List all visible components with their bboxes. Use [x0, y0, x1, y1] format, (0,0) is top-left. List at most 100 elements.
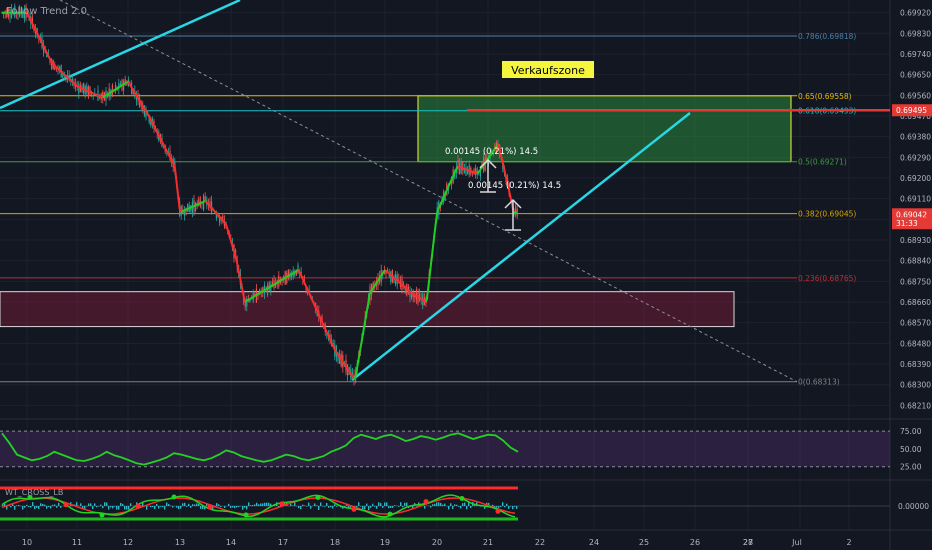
candle-body: [462, 161, 464, 171]
follow-trend-segment: [332, 345, 336, 351]
follow-trend-segment: [102, 95, 105, 99]
wt-histogram-bar: [502, 502, 504, 506]
wt-histogram-bar: [152, 506, 154, 508]
follow-trend-segment: [340, 358, 344, 363]
follow-trend-segment: [345, 366, 349, 370]
follow-trend-segment: [124, 81, 128, 85]
wt-histogram-bar: [256, 502, 258, 506]
wt-histogram-bar: [56, 506, 58, 508]
wt-histogram-bar: [6, 506, 8, 510]
candle-body: [283, 275, 285, 279]
follow-trend-segment: [242, 295, 247, 303]
follow-trend-segment: [137, 97, 141, 102]
follow-trend-segment: [89, 91, 93, 94]
wt-histogram-bar: [346, 504, 348, 506]
follow-trend-segment: [271, 283, 275, 287]
wt-histogram-bar: [100, 504, 102, 506]
wt-histogram-bar: [22, 506, 24, 510]
candle-body: [95, 95, 97, 97]
wt-cross-dot: [495, 508, 501, 514]
follow-trend-segment: [378, 275, 383, 279]
wt-histogram-bar: [510, 506, 512, 507]
wt-histogram-bar: [400, 502, 402, 506]
follow-trend-segment: [175, 180, 179, 195]
price-tick-label: 0.69650: [900, 71, 931, 80]
follow-trend-segment: [324, 328, 328, 333]
wt-histogram-bar: [452, 506, 454, 510]
price-badge: 0.69495: [892, 104, 932, 117]
follow-trend-segment: [84, 88, 88, 92]
x-tick-label: 17: [278, 538, 288, 547]
follow-trend-segment: [319, 317, 323, 322]
wt-histogram-bar: [448, 506, 450, 510]
wt-histogram-bar: [470, 506, 472, 509]
candle-body: [409, 290, 411, 298]
follow-trend-segment: [169, 156, 173, 161]
price-tick-label: 0.68300: [900, 381, 931, 390]
follow-trend-segment: [146, 113, 151, 118]
wt-histogram-bar: [206, 503, 208, 506]
follow-trend-segment: [377, 277, 381, 282]
x-tick-label: 13: [175, 538, 185, 547]
follow-trend-segment: [70, 79, 74, 83]
wt-histogram-bar: [128, 506, 130, 510]
follow-trend-segment: [214, 210, 218, 214]
candle-body: [115, 84, 117, 91]
follow-trend-segment: [121, 83, 125, 87]
measure-label-1: 0.00145 (0.21%) 14.5: [445, 147, 538, 157]
wt-cross-dot: [171, 494, 177, 500]
follow-trend-segment: [156, 131, 160, 136]
wt-histogram-bar: [266, 502, 268, 506]
follow-trend-segment: [279, 278, 283, 282]
follow-trend-segment: [34, 29, 39, 34]
candle-body: [209, 201, 211, 208]
follow-trend-segment: [119, 84, 123, 88]
follow-trend-segment: [172, 162, 176, 167]
follow-trend-segment: [286, 275, 289, 278]
wt-histogram-bar: [232, 506, 234, 508]
follow-trend-segment: [47, 55, 51, 60]
osc2-tick-label: 0.00000: [898, 502, 929, 511]
follow-trend-segment: [229, 240, 234, 246]
price-tick-label: 0.68840: [900, 257, 931, 266]
follow-trend-segment: [338, 356, 343, 361]
wt-histogram-bar: [172, 506, 174, 508]
wt-histogram-bar: [334, 504, 336, 506]
wt-histogram-bar: [118, 506, 120, 510]
follow-trend-segment: [369, 289, 373, 294]
wt-histogram-bar: [228, 503, 230, 506]
follow-trend-segment: [196, 203, 200, 206]
follow-trend-segment: [215, 212, 219, 216]
candle-body: [183, 210, 185, 216]
wt-histogram-bar: [378, 502, 380, 506]
follow-trend-segment: [473, 171, 476, 174]
drawing-lines: [0, 0, 890, 383]
wt-histogram-bar: [300, 506, 302, 510]
candle-body: [393, 276, 395, 284]
follow-trend-segment: [170, 159, 175, 164]
follow-trend-segment: [198, 202, 201, 205]
follow-trend-segment: [465, 168, 468, 171]
wt-histogram-bar: [124, 506, 126, 510]
follow-trend-segment: [498, 148, 503, 157]
follow-trend-segment: [476, 171, 480, 174]
follow-trend-segment: [151, 122, 155, 127]
fib-level-label: 0.236(0.68765): [798, 274, 856, 283]
follow-trend-segment: [295, 269, 299, 273]
follow-trend-segment: [426, 279, 431, 294]
wt-histogram-bar: [500, 506, 502, 508]
follow-trend-segment: [447, 182, 451, 188]
follow-trend-segment: [31, 23, 35, 28]
follow-trend-segment: [237, 271, 242, 280]
wt-histogram-bar: [388, 506, 390, 509]
wt-histogram-bar: [46, 506, 48, 509]
wt-histogram-bar: [176, 506, 178, 508]
follow-trend-segment: [505, 176, 509, 185]
oscillator-panel-2: 0.00000: [0, 486, 929, 521]
fib-level-label: 0.382(0.69045): [798, 210, 856, 219]
annotations: Verkaufszone 0.00145 (0.21%) 14.5 0.00145 …: [445, 61, 594, 231]
follow-trend-segment: [217, 214, 221, 218]
follow-trend-segment: [263, 288, 267, 292]
